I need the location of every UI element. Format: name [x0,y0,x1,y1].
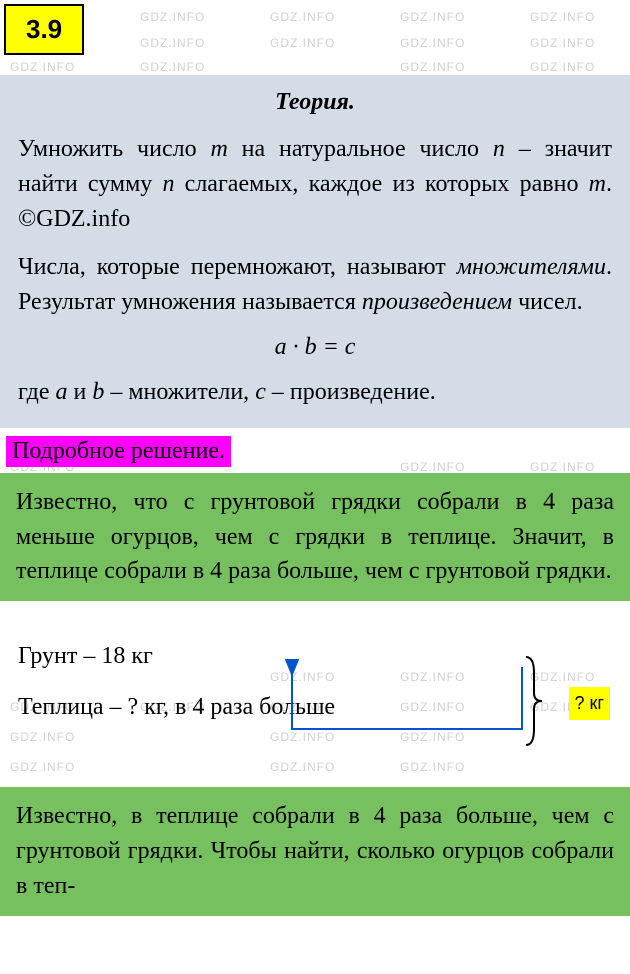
theory-paragraph-3: где a и b – множители, c – произведение. [18,375,612,410]
theory-title: Теория. [18,89,612,116]
theory-paragraph-2: Числа, которые перемножают, называют мно… [18,250,612,320]
comparison-diagram: Грунт – 18 кг Теплица – ? кг, в 4 раза б… [0,607,630,787]
bracket-icon [524,653,546,749]
exercise-badge: 3.9 [4,4,84,55]
arrow-icon [282,659,532,739]
theory-formula: a · b = c [18,334,612,361]
green-note-1: Известно, что с грунтовой грядки собрали… [0,473,630,601]
theory-box: Теория. Умножить число m на натуральное … [0,75,630,428]
page-content: 3.9 Теория. Умножить число m на натураль… [0,0,630,916]
theory-paragraph-1: Умножить число m на натуральное число n … [18,132,612,236]
total-badge: ? кг [569,687,610,720]
green-note-2: Известно, в теплице собрали в 4 раза бол… [0,787,630,915]
solution-label: Подробное решение. [6,436,231,467]
